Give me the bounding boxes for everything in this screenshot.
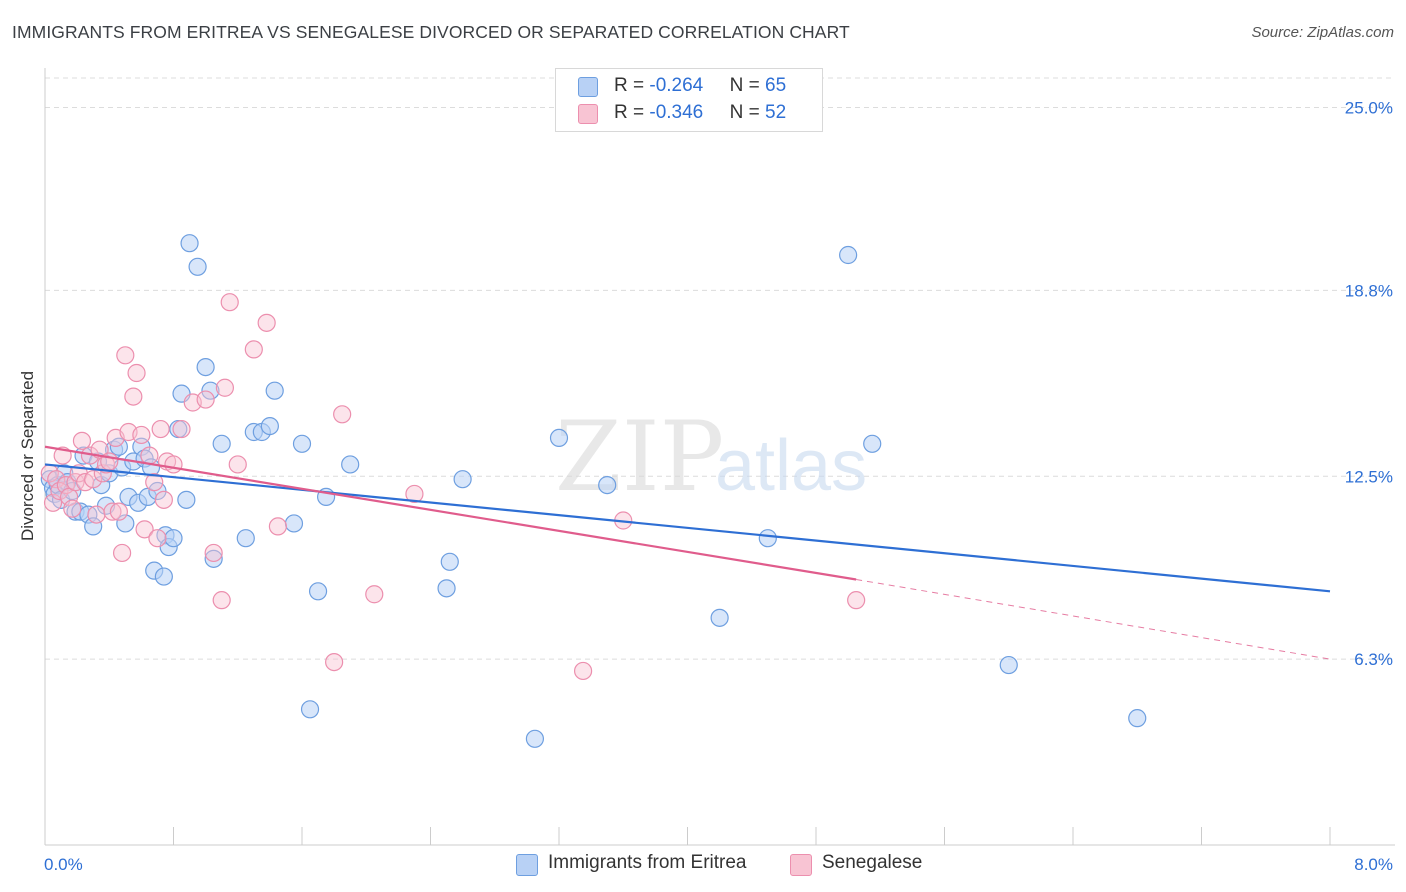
senegalese-point bbox=[132, 425, 151, 445]
y-tick-label: 6.3% bbox=[1354, 650, 1393, 669]
senegalese-point bbox=[215, 378, 234, 397]
senegalese-point bbox=[148, 529, 167, 548]
senegalese-point bbox=[212, 591, 231, 610]
senegalese-point bbox=[84, 470, 103, 489]
eritrea-point bbox=[204, 549, 223, 568]
watermark-zip: ZIP bbox=[555, 401, 724, 513]
y-axis-label: Divorced or Separated bbox=[18, 370, 37, 542]
senegalese-point bbox=[847, 591, 866, 610]
eritrea-point bbox=[236, 529, 255, 548]
y-tick-label: 12.5% bbox=[1345, 467, 1393, 486]
eritrea-point bbox=[154, 567, 173, 586]
eritrea-point bbox=[453, 470, 472, 489]
senegalese-point bbox=[228, 455, 247, 474]
bottom-legend-label-senegalese: Senegalese bbox=[822, 852, 923, 873]
eritrea-point bbox=[212, 434, 231, 453]
senegalese-point bbox=[87, 505, 106, 524]
legend-swatch-eritrea bbox=[578, 77, 598, 97]
senegalese-point bbox=[220, 293, 239, 312]
senegalese-point bbox=[103, 502, 122, 521]
eritrea-point bbox=[265, 381, 284, 400]
legend-n-label: N = bbox=[729, 102, 766, 123]
eritrea-point bbox=[758, 529, 777, 548]
eritrea-point bbox=[341, 455, 360, 474]
bottom-legend-swatch-eritrea bbox=[516, 854, 538, 876]
senegalese-point bbox=[405, 484, 424, 504]
chart-title: IMMIGRANTS FROM ERITREA VS SENEGALESE DI… bbox=[12, 22, 850, 42]
y-tick-label: 25.0% bbox=[1345, 99, 1393, 118]
senegalese-point bbox=[112, 543, 132, 563]
senegalese-point bbox=[154, 490, 173, 509]
eritrea-point bbox=[84, 517, 103, 536]
senegalese-trendline-extension bbox=[856, 579, 1331, 660]
eritrea-point bbox=[292, 434, 312, 453]
eritrea-point bbox=[300, 700, 320, 719]
source-label: Source: ZipAtlas.com bbox=[1251, 24, 1394, 41]
senegalese-point bbox=[127, 363, 146, 383]
senegalese-point bbox=[135, 520, 154, 539]
eritrea-point bbox=[999, 655, 1018, 675]
senegalese-point bbox=[151, 419, 170, 439]
bottom-legend-label-eritrea: Immigrants from Eritrea bbox=[548, 852, 747, 873]
senegalese-point bbox=[333, 405, 352, 424]
senegalese-point bbox=[268, 517, 288, 536]
eritrea-point bbox=[308, 582, 328, 601]
eritrea-point bbox=[260, 417, 279, 436]
senegalese-trendline bbox=[44, 445, 857, 581]
senegalese-point bbox=[43, 493, 63, 512]
senegalese-point bbox=[72, 431, 92, 450]
legend-swatch-senegalese bbox=[578, 104, 598, 124]
senegalese-point bbox=[124, 387, 143, 406]
eritrea-point bbox=[188, 257, 207, 276]
eritrea-trendline bbox=[44, 463, 1331, 593]
senegalese-point bbox=[204, 543, 223, 563]
senegalese-point bbox=[47, 470, 66, 489]
eritrea-point bbox=[164, 529, 183, 548]
legend-r-value: -0.346 bbox=[649, 102, 704, 123]
eritrea-point bbox=[437, 579, 456, 598]
eritrea-point bbox=[863, 434, 882, 453]
x-tick-label: 8.0% bbox=[1354, 855, 1393, 874]
eritrea-point bbox=[284, 514, 304, 533]
eritrea-point bbox=[116, 514, 135, 533]
y-tick-label: 18.8% bbox=[1345, 281, 1393, 300]
senegalese-point bbox=[365, 585, 384, 604]
eritrea-point bbox=[440, 552, 459, 571]
legend-r-value: -0.264 bbox=[649, 75, 704, 96]
senegalese-point bbox=[257, 313, 276, 332]
stats-legend: R = -0.264 N = 65 R = -0.346 N = 52 bbox=[555, 68, 823, 132]
senegalese-point bbox=[196, 390, 215, 409]
senegalese-point bbox=[172, 419, 191, 439]
legend-n-label: N = bbox=[729, 75, 766, 96]
legend-r-label: R = bbox=[614, 75, 650, 96]
x-tick-label: 0.0% bbox=[44, 855, 83, 874]
senegalese-point bbox=[63, 499, 82, 518]
eritrea-point bbox=[177, 490, 196, 509]
eritrea-point bbox=[549, 428, 569, 447]
watermark-atlas: atlas bbox=[715, 426, 867, 506]
eritrea-point bbox=[598, 476, 617, 495]
senegalese-point bbox=[109, 502, 128, 521]
eritrea-point bbox=[1128, 709, 1147, 728]
eritrea-point bbox=[201, 381, 220, 400]
eritrea-point bbox=[196, 358, 215, 377]
legend-n-value: 65 bbox=[765, 75, 787, 96]
senegalese-point bbox=[325, 652, 344, 672]
senegalese-point bbox=[164, 455, 183, 474]
eritrea-point bbox=[839, 245, 858, 265]
senegalese-point bbox=[244, 340, 263, 359]
bottom-legend-swatch-senegalese bbox=[790, 854, 812, 876]
senegalese-point bbox=[140, 446, 159, 465]
senegalese-point bbox=[145, 473, 164, 492]
legend-r-label: R = bbox=[614, 102, 650, 123]
eritrea-point bbox=[525, 729, 545, 748]
legend-n-value: 52 bbox=[765, 102, 787, 123]
senegalese-point bbox=[116, 346, 135, 365]
eritrea-point bbox=[180, 234, 199, 253]
senegalese-point bbox=[573, 661, 593, 681]
eritrea-point bbox=[710, 608, 729, 627]
